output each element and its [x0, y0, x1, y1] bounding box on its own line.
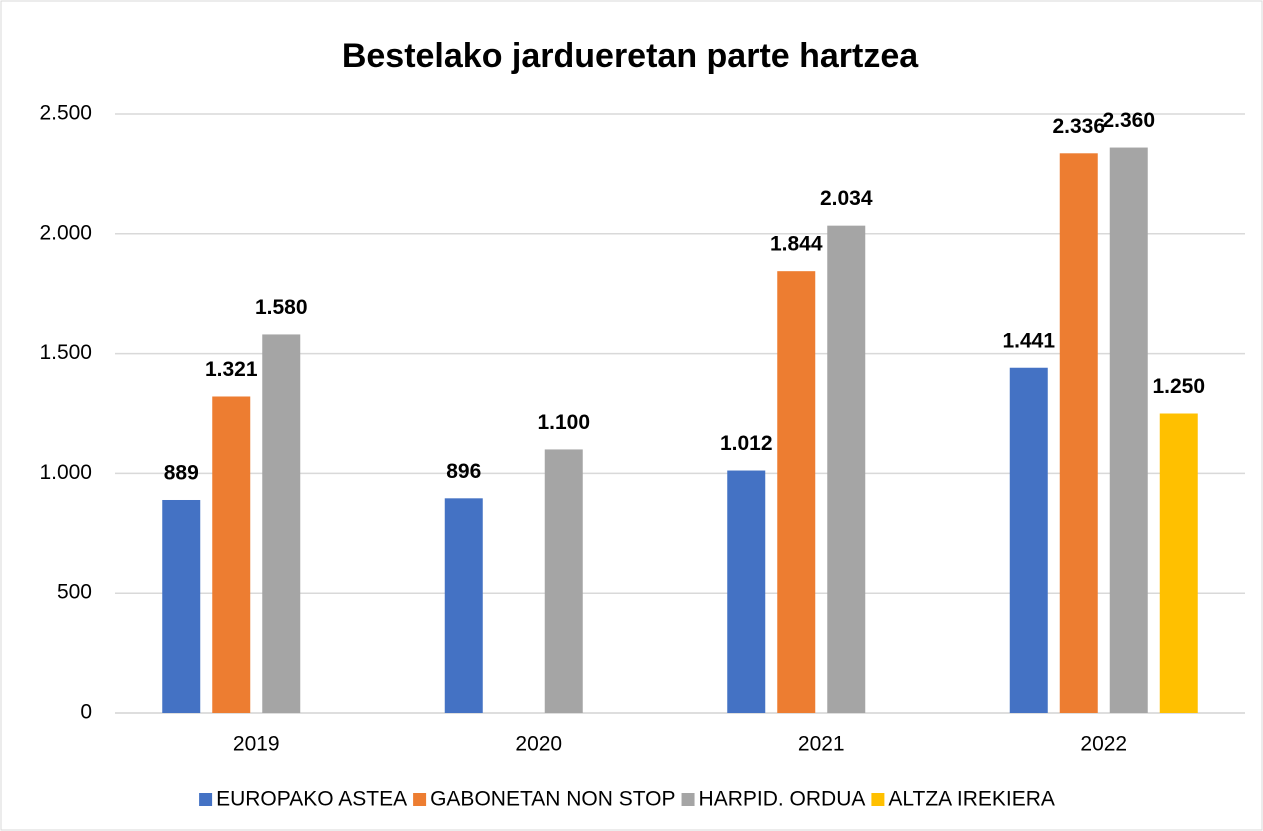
data-label: 2.360 [1102, 109, 1155, 132]
data-label: 1.441 [1002, 329, 1055, 352]
legend-swatch [871, 793, 885, 806]
bar [827, 225, 866, 713]
x-tick-label: 2022 [1080, 733, 1127, 756]
legend-label: EUROPAKO ASTEA [216, 788, 407, 811]
x-tick-label: 2020 [515, 733, 562, 756]
x-tick-label: 2021 [798, 733, 845, 756]
bar [1159, 413, 1198, 713]
data-label: 2.034 [820, 187, 873, 210]
data-label: 1.100 [537, 411, 590, 434]
bar [212, 396, 251, 713]
bar [162, 499, 201, 713]
bar [1009, 367, 1048, 713]
y-tick-label: 1.000 [39, 461, 92, 484]
data-label: 896 [446, 460, 481, 483]
data-label: 2.336 [1052, 115, 1105, 138]
bar [544, 449, 583, 713]
x-tick-label: 2019 [233, 733, 280, 756]
legend-label: ALTZA IREKIERA [888, 788, 1055, 811]
chart-title: Bestelako jardueretan parte hartzea [342, 37, 919, 75]
bar [444, 498, 483, 713]
data-label: 1.844 [770, 233, 823, 256]
data-label: 889 [164, 462, 199, 485]
data-label: 1.321 [205, 358, 258, 381]
legend-swatch [681, 793, 695, 806]
legend-swatch [413, 793, 427, 806]
data-label: 1.250 [1152, 375, 1205, 398]
y-tick-label: 2.000 [39, 221, 92, 244]
y-tick-label: 1.500 [39, 341, 92, 364]
bar [1059, 153, 1098, 713]
y-tick-label: 2.500 [39, 102, 92, 125]
y-tick-label: 500 [57, 581, 92, 604]
bar [727, 470, 766, 713]
legend-label: HARPID. ORDUA [699, 788, 866, 811]
data-label: 1.580 [255, 296, 308, 319]
bar [1109, 147, 1148, 713]
legend-label: GABONETAN NON STOP [430, 788, 675, 811]
y-tick-label: 0 [80, 701, 92, 724]
bar [262, 334, 301, 713]
legend-swatch [199, 793, 213, 806]
bar [777, 271, 816, 713]
data-label: 1.012 [720, 432, 773, 455]
